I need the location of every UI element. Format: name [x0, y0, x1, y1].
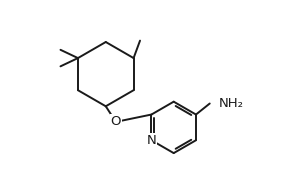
Text: NH₂: NH₂ [219, 97, 244, 110]
Text: N: N [147, 134, 156, 147]
Text: O: O [111, 115, 121, 128]
